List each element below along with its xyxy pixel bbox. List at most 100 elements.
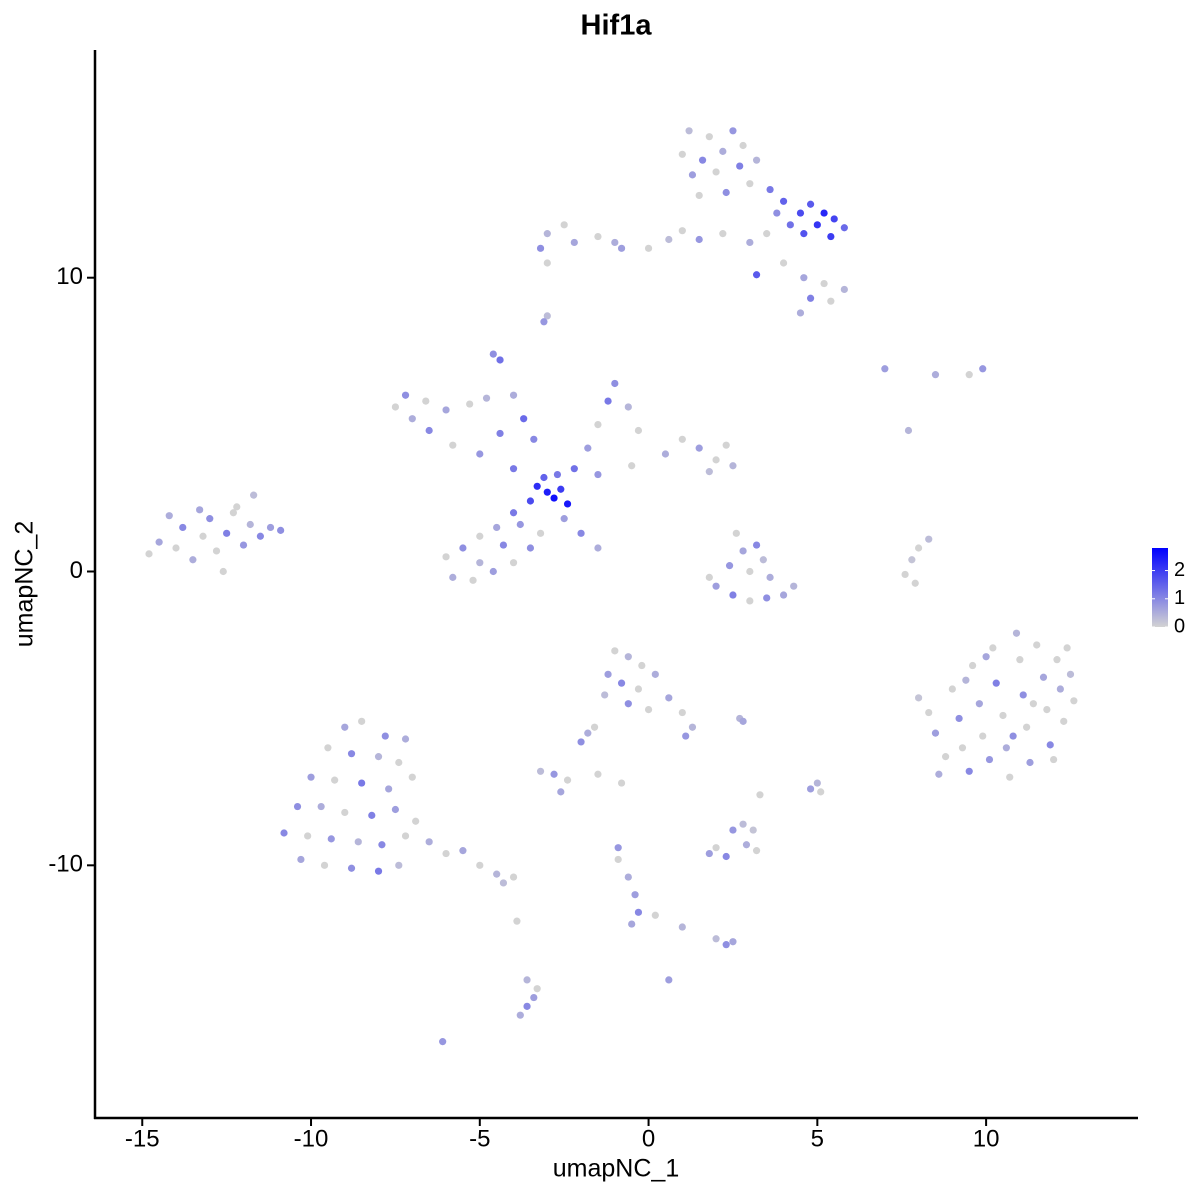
point (1063, 644, 1071, 652)
point (678, 227, 686, 235)
point (489, 567, 497, 576)
point (594, 421, 602, 429)
point (1012, 629, 1021, 637)
point (341, 723, 349, 731)
point (628, 920, 636, 928)
x-tick-label: 0 (642, 1125, 655, 1152)
point (513, 917, 521, 925)
point (739, 820, 747, 828)
point (806, 785, 815, 793)
point (624, 873, 632, 881)
point (813, 779, 821, 787)
point (293, 802, 302, 811)
point (695, 235, 703, 244)
point (509, 391, 518, 399)
colorbar-tick-label: 2 (1174, 559, 1185, 581)
point (796, 309, 805, 317)
point (476, 559, 484, 567)
point (763, 230, 771, 238)
point (543, 488, 551, 496)
point (401, 735, 410, 743)
point (553, 470, 562, 479)
point (766, 185, 774, 194)
point (395, 758, 403, 767)
point (550, 494, 558, 502)
point (722, 441, 730, 449)
point (695, 444, 703, 452)
point (665, 976, 673, 984)
point (682, 732, 690, 740)
point (611, 379, 619, 388)
point (442, 849, 450, 858)
point (1023, 723, 1031, 731)
point (496, 356, 504, 364)
point (651, 911, 659, 919)
point (577, 529, 585, 537)
point (752, 847, 761, 855)
point (550, 770, 558, 778)
point (1016, 656, 1024, 664)
point (634, 908, 643, 916)
point (543, 230, 551, 238)
point (965, 371, 973, 379)
point (368, 811, 376, 819)
point (526, 497, 535, 505)
point (1050, 755, 1058, 764)
point (347, 750, 356, 758)
point (482, 394, 491, 402)
point (611, 238, 619, 247)
point (520, 415, 528, 423)
point (442, 406, 450, 414)
point (412, 817, 420, 825)
point (233, 503, 241, 511)
point (496, 429, 504, 438)
point (935, 770, 943, 778)
point (219, 567, 227, 576)
point (665, 694, 673, 702)
point (422, 397, 430, 405)
point (1046, 741, 1054, 749)
point (172, 544, 180, 552)
colorbar-tick-label: 0 (1174, 615, 1185, 637)
point (530, 993, 538, 1002)
point (624, 403, 632, 411)
point (601, 691, 609, 699)
point (817, 788, 825, 796)
point (712, 168, 720, 176)
point (374, 867, 383, 875)
x-tick-label: -5 (469, 1125, 490, 1152)
point (628, 462, 636, 470)
point (705, 133, 713, 141)
colorbar (1152, 548, 1168, 627)
point (881, 365, 889, 373)
point (611, 647, 619, 655)
point (536, 244, 545, 252)
point (617, 679, 626, 687)
point (1043, 706, 1051, 714)
point (533, 985, 541, 993)
point (911, 579, 919, 587)
point (908, 556, 916, 564)
point (634, 426, 643, 435)
x-tick-label: 5 (811, 1125, 824, 1152)
chart-title: Hif1a (581, 10, 653, 42)
point (425, 838, 433, 846)
point (665, 235, 673, 244)
point (378, 841, 386, 849)
point (688, 171, 697, 179)
point (584, 444, 592, 452)
point (526, 544, 535, 552)
point (516, 520, 524, 529)
point (813, 221, 821, 229)
point (678, 923, 686, 931)
point (698, 156, 707, 164)
point (1033, 641, 1041, 649)
point (1070, 697, 1078, 705)
point (189, 556, 197, 564)
point (763, 594, 771, 602)
point (644, 706, 653, 714)
point (779, 259, 788, 267)
point (449, 573, 457, 581)
point (499, 541, 508, 549)
point (266, 523, 275, 532)
